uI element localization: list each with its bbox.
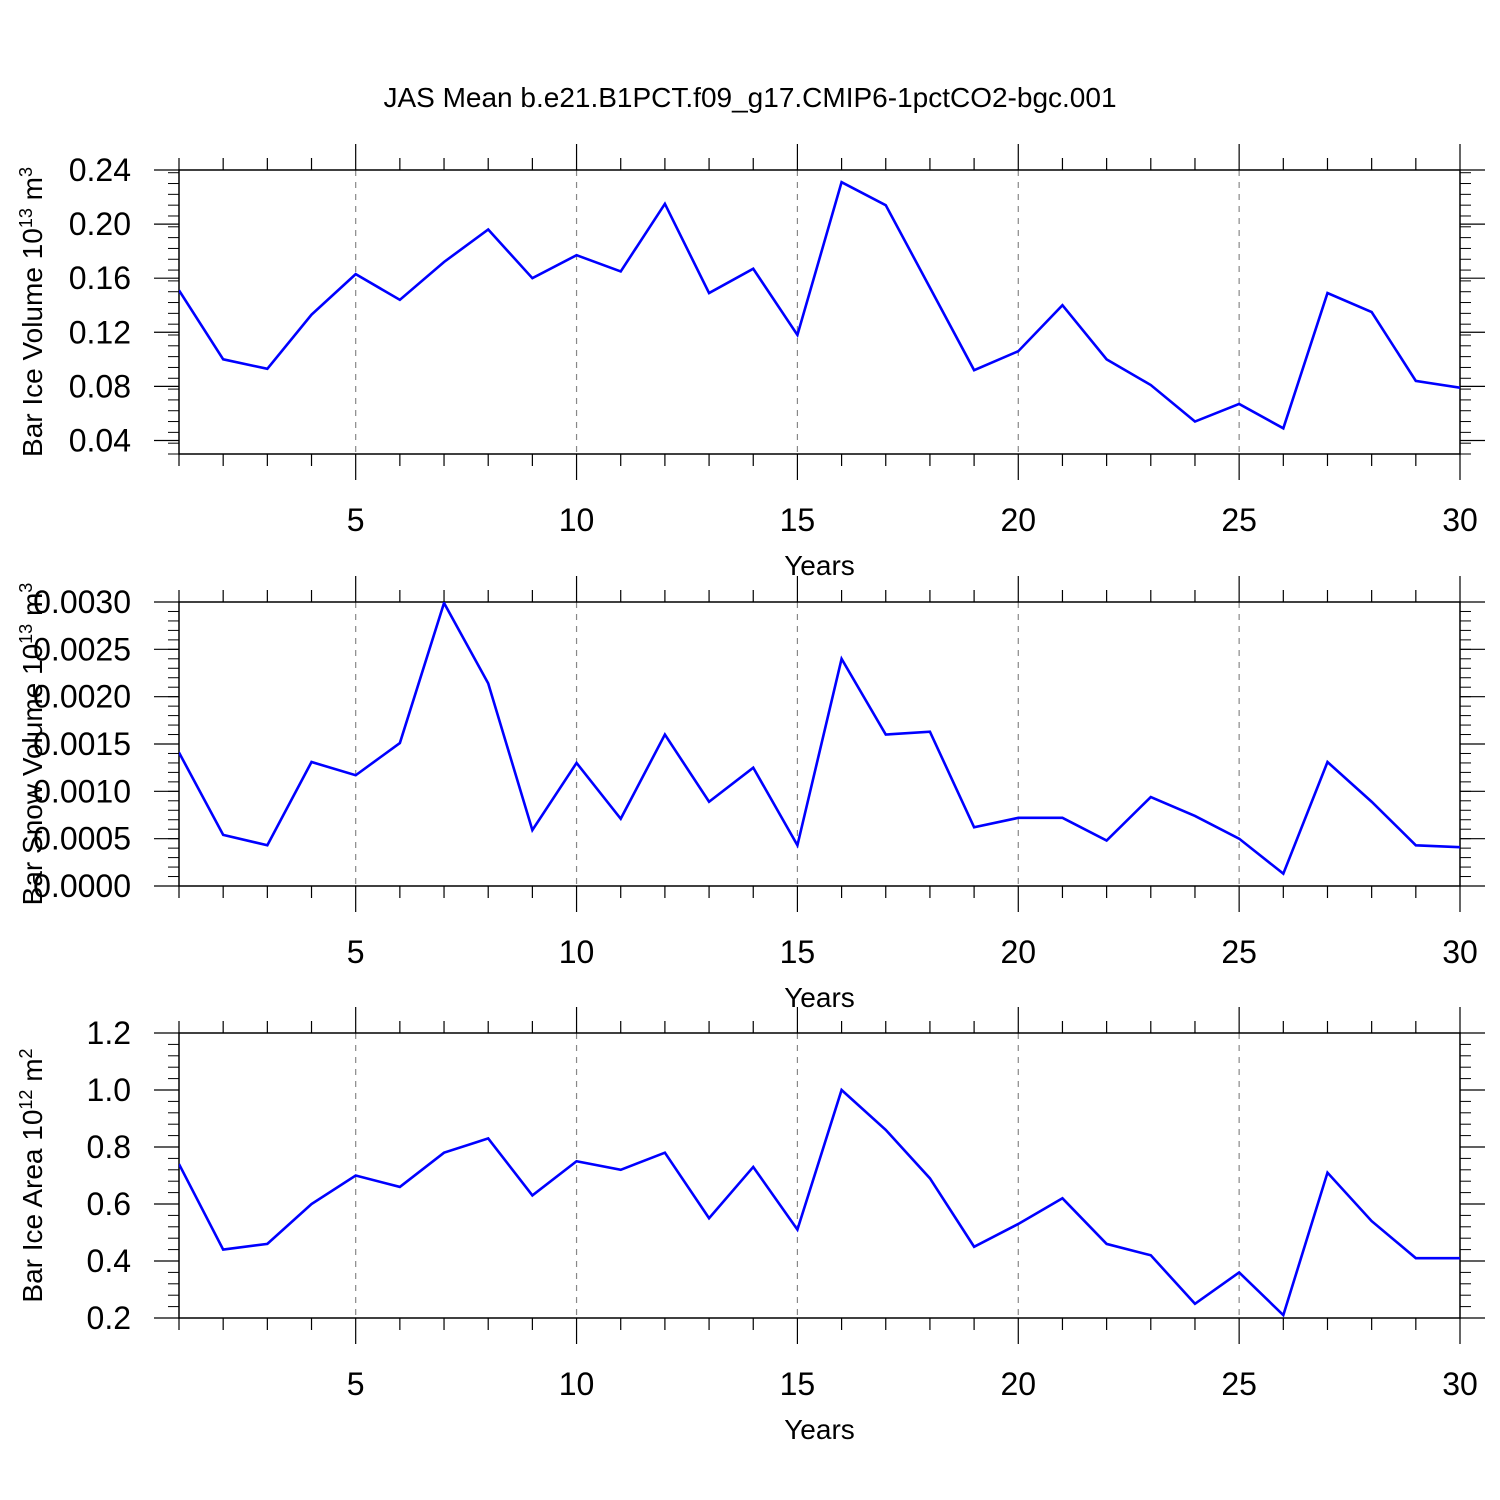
x-tick-label: 5: [347, 934, 365, 970]
x-tick-label: 25: [1221, 934, 1257, 970]
y-tick-label: 0.0010: [33, 773, 131, 809]
y-tick-label: 0.08: [69, 368, 131, 404]
plot-frame: [178, 601, 1461, 887]
x-tick-label: 20: [1000, 502, 1036, 538]
y-tick-label: 1.2: [87, 1015, 131, 1051]
chart-title: JAS Mean b.e21.B1PCT.f09_g17.CMIP6-1pctC…: [383, 82, 1116, 113]
x-tick-label: 5: [347, 1366, 365, 1402]
x-axis-label: Years: [784, 550, 855, 581]
x-axis-label: Years: [784, 982, 855, 1013]
x-tick-label: 25: [1221, 502, 1257, 538]
y-tick-label: 0.0000: [33, 868, 131, 904]
x-tick-label: 15: [780, 934, 816, 970]
data-series-line: [179, 602, 1460, 876]
x-tick-label: 15: [780, 502, 816, 538]
x-tick-label: 10: [559, 1366, 595, 1402]
y-tick-label: 0.8: [87, 1129, 131, 1165]
x-tick-label: 25: [1221, 1366, 1257, 1402]
y-tick-label: 0.0015: [33, 726, 131, 762]
y-tick-label: 0.0005: [33, 821, 131, 857]
y-tick-label: 0.0030: [33, 584, 131, 620]
data-series-line: [179, 180, 1460, 431]
y-tick-label: 0.20: [69, 206, 131, 242]
y-tick-label: 0.24: [69, 152, 131, 188]
y-tick-label: 0.0020: [33, 679, 131, 715]
y-tick-label: 0.6: [87, 1186, 131, 1222]
y-tick-label: 0.0025: [33, 631, 131, 667]
x-axis-label: Years: [784, 1414, 855, 1445]
panel-1: 0.04 0.08 0.12 0.16 0.20 0.24 5 10 15 20 25 30 Years…: [16, 144, 1485, 581]
x-tick-label: 15: [780, 1366, 816, 1402]
y-tick-label: 0.2: [87, 1300, 131, 1336]
x-tick-label: 5: [347, 502, 365, 538]
y-axis-label: Bar Ice Volume 1013 m3: [16, 167, 48, 457]
x-tick-label: 30: [1442, 502, 1478, 538]
plot-frame: [178, 1032, 1461, 1319]
y-tick-label: 0.4: [87, 1243, 131, 1279]
x-tick-label: 10: [559, 502, 595, 538]
y-tick-label: 0.12: [69, 314, 131, 350]
x-tick-label: 30: [1442, 934, 1478, 970]
plot-frame: [178, 169, 1461, 455]
x-tick-label: 30: [1442, 1366, 1478, 1402]
y-axis-label: Bar Snow Volume 1013 m3: [16, 583, 48, 906]
panel-3: 0.2 0.4 0.6 0.8 1.0 1.2 5 10 15 20 25 30 Years Bar Ic…: [16, 1007, 1485, 1445]
x-tick-label: 20: [1000, 1366, 1036, 1402]
x-tick-label: 20: [1000, 934, 1036, 970]
panel-2: 0.0000 0.0005 0.0010 0.0015 0.0020 0.0025 0.00…: [16, 576, 1485, 1013]
y-tick-label: 0.16: [69, 260, 131, 296]
x-tick-label: 10: [559, 934, 595, 970]
y-tick-label: 0.04: [69, 422, 131, 458]
y-tick-label: 1.0: [87, 1072, 131, 1108]
y-axis-label: Bar Ice Area 1012 m2: [16, 1048, 48, 1302]
data-series-line: [179, 1087, 1460, 1318]
